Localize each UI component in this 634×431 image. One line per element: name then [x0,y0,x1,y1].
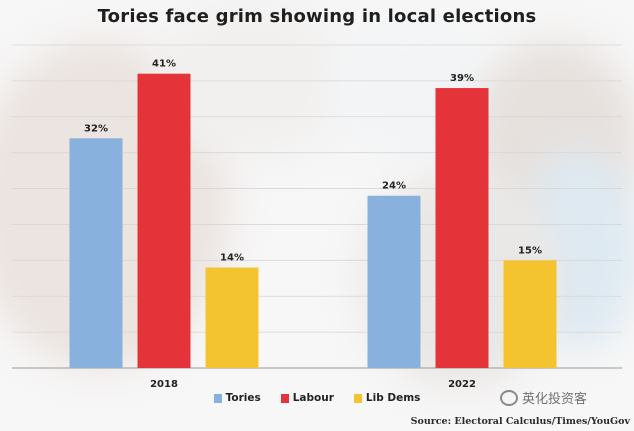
wechat-logo-icon [500,389,518,406]
chart-title: Tories face grim showing in local electi… [97,6,537,27]
bar-tories-2022 [367,195,421,368]
x-tick-2022: 2022 [448,379,476,390]
x-tick-labels: 2018 2022 [150,379,476,390]
legend-swatch-tories [213,393,222,403]
legend-item-tories: Tories [213,392,261,404]
bar-tories-2018 [69,138,123,368]
watermark-text: 英化投资客 [522,392,588,407]
data-label-lib-dems-2018: 14% [220,253,244,264]
bar-labour-2018 [137,73,191,368]
legend-item-lib-dems: Lib Dems [353,392,421,404]
legend-swatch-labour [280,393,289,403]
data-labels: 32% 41% 14% 24% 39% 15% [84,59,542,264]
bars [69,73,557,369]
data-label-labour-2018: 41% [152,59,176,70]
data-label-lib-dems-2022: 15% [518,245,542,256]
source-note: Source: Electoral Calculus/Times/YouGov [410,416,630,427]
data-label-labour-2022: 39% [450,73,474,84]
legend-label-tories: Tories [225,392,261,404]
legend-swatch-lib-dems [353,393,362,403]
data-label-tories-2018: 32% [84,123,108,134]
legend-label-lib-dems: Lib Dems [365,392,421,404]
bar-labour-2022 [435,88,489,369]
legend-label-labour: Labour [292,392,334,404]
bar-lib-dems-2022 [503,260,557,368]
legend: Tories Labour Lib Dems [0,392,634,404]
data-label-tories-2022: 24% [382,181,406,192]
legend-item-labour: Labour [280,392,334,404]
bar-lib-dems-2018 [205,267,259,368]
watermark: 英化投资客 [500,388,587,407]
x-tick-2018: 2018 [150,379,178,390]
